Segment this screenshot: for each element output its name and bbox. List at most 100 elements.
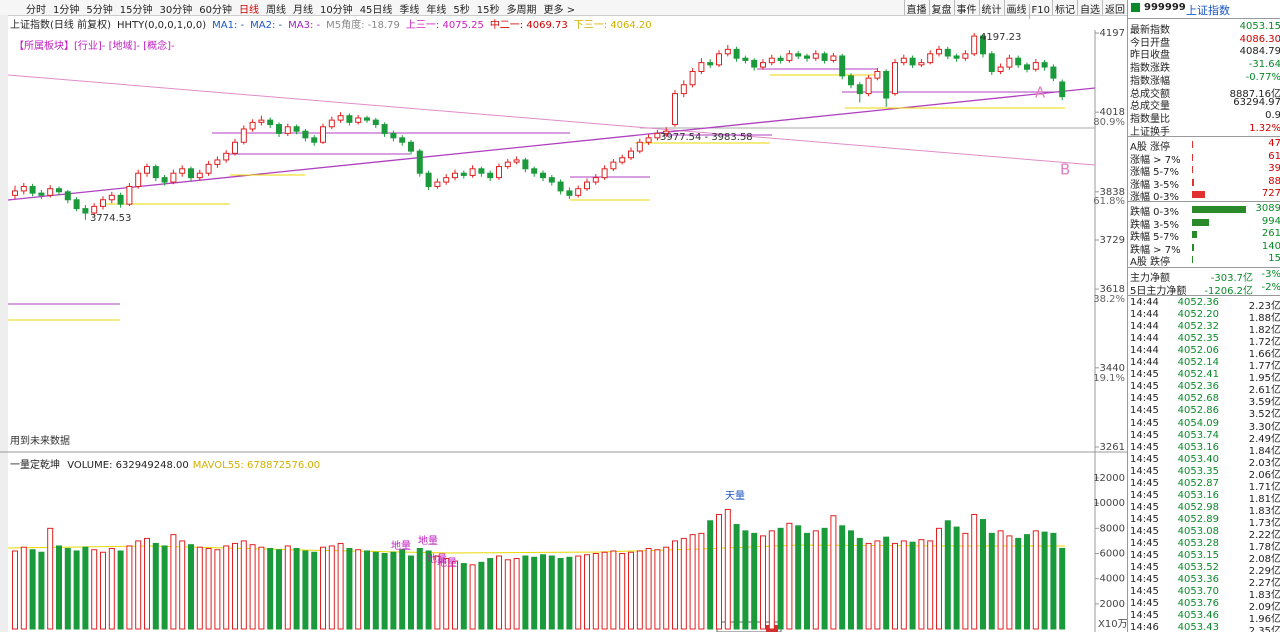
candle-body [733,48,740,59]
tool-button[interactable]: 画线 [1003,0,1029,16]
candle-body [232,141,238,154]
candle-body [196,172,203,179]
volume-bar [830,515,837,630]
tool-buttons: 直播 复盘 事件 统计 画线 F10 标记 自选 返回 [903,0,1127,19]
quote-label: 总成交额 [1130,88,1170,100]
candle-body [645,137,652,143]
y-tick-label: 3440 [1100,363,1125,374]
tick-price: 4052.35 [1177,333,1219,345]
candle-body [980,35,986,55]
indicator: MAVOL55: 678872576.00 [192,460,321,471]
indicator: HHTY(0,0,0,1,0,0) [116,20,207,31]
candle-body [988,53,995,72]
tool-button[interactable]: 自选 [1077,0,1102,16]
tick-time: 14:45 [1130,441,1159,453]
unit-label: X10万 [1098,619,1127,630]
candle-body [760,62,766,68]
tick-amount: 1.78亿 [1248,542,1280,553]
breadth-label: 涨幅 3-5% [1130,179,1180,191]
volume-bar [592,553,599,630]
trend-line [7,87,1096,201]
period-tab[interactable]: 15秒 [476,5,500,16]
indicator: M5角度: -18.79 [326,20,400,31]
period-tab[interactable]: 30分钟 [159,5,193,16]
volume-bar [997,530,1004,630]
tick-amount: 1.77亿 [1248,361,1280,373]
tool-button[interactable]: 复盘 [928,0,954,16]
candle-body [698,62,705,72]
volume-bar [610,550,617,630]
volume-bar [645,547,652,630]
period-tab[interactable]: 1分钟 [53,5,80,16]
candle-body [848,75,854,86]
candle-body [504,161,511,168]
period-tab[interactable]: 10分钟 [319,5,353,16]
quote-label: 昨日收盘 [1130,50,1170,62]
tool-button[interactable]: 直播 [903,0,929,16]
breadth-count: 140 [1261,240,1280,252]
candle-body [874,70,881,79]
volume-bar [584,554,590,630]
period-tab[interactable]: 周线 [265,5,286,16]
candle-body [152,166,159,179]
candle-body [1015,57,1022,66]
volume-bar [812,530,819,630]
tick-price: 4052.98 [1177,501,1219,513]
period-tab[interactable]: 年线 [426,5,447,16]
candle-body [443,177,450,183]
period-tab[interactable]: 60分钟 [199,5,232,16]
candle-body [513,159,520,163]
tool-button[interactable]: F10 [1028,4,1052,19]
period-tab[interactable]: 5秒 [453,5,470,16]
breadth-label: 跌幅 0-3% [1130,207,1180,218]
period-tab[interactable]: 月线 [292,5,313,16]
period-tab[interactable]: 15分钟 [119,5,153,16]
candle-body [830,55,837,61]
quote-label: 最新指数 [1130,25,1170,36]
volume-bar [346,547,353,630]
breadth-label: 跌幅 > 7% [1130,244,1181,256]
tick-time: 14:45 [1130,477,1159,489]
volume-bar [267,547,274,630]
candle-body [742,57,749,61]
candle-body [724,48,731,55]
tool-button[interactable]: 统计 [978,0,1004,16]
volume-bar [768,530,775,630]
volume-bar [733,524,740,630]
period-tab[interactable]: 分时 [26,5,46,16]
volume-bar [232,542,238,630]
tick-amount: 3.30亿 [1248,421,1280,433]
volume-bar [707,520,714,630]
tick-time: 14:45 [1130,550,1159,562]
candle-body [117,194,124,205]
tool-button[interactable]: 标记 [1052,0,1077,16]
period-tab[interactable]: 多周期 [506,5,537,16]
volume-bar [619,553,626,630]
breadth-label: 涨幅 > 7% [1130,154,1181,166]
candle-body [372,119,379,126]
period-tab[interactable]: 45日线 [359,5,393,16]
tick-time: 14:45 [1130,489,1159,501]
period-tab[interactable]: 5分钟 [86,5,113,16]
period-tab[interactable]: 日线 [238,5,259,16]
tick-time: 14:45 [1130,525,1159,537]
candle-body [240,128,247,143]
breadth-count: 3089 [1255,203,1280,214]
volume-bar [548,555,555,630]
tool-button[interactable]: 事件 [953,0,979,16]
volume-bar [434,555,441,630]
candle-body [944,48,951,57]
period-tab[interactable]: 季线 [399,5,420,16]
flow-value: -1206.2亿 [1204,286,1253,297]
candle-body [188,168,194,179]
price-annotation: 3977.54 - 3983.58 [660,132,753,143]
quote-value: 4086.30 [1239,33,1280,45]
volume-bar [716,513,722,630]
candle-body [249,121,256,130]
candle-body [416,150,423,174]
indicator: 下三一: 4064.20 [573,20,652,31]
quote-value: 4084.79 [1239,46,1280,58]
period-tab[interactable]: 更多 > [543,5,576,16]
tool-button[interactable]: 返回 [1102,0,1127,16]
volume-title: 一量定乾坤 [10,460,60,471]
